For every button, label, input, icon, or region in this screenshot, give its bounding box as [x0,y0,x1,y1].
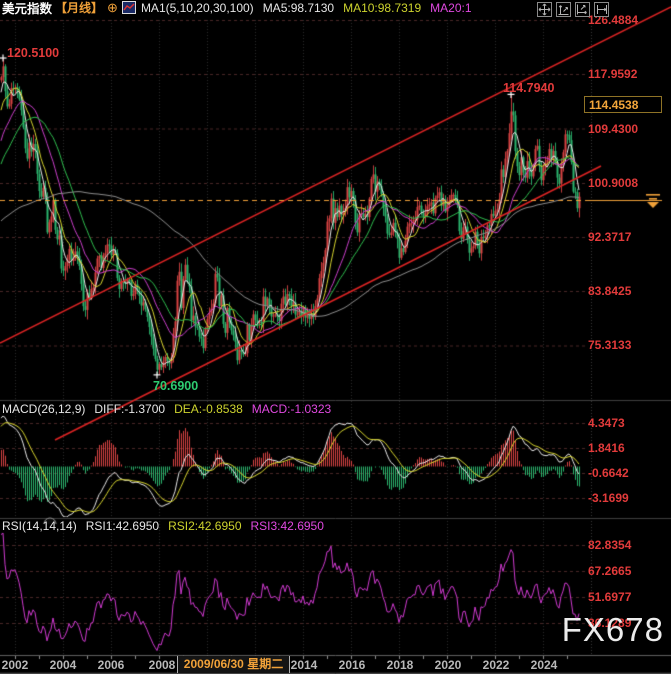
y-axis-label: 100.9008 [588,176,639,190]
watermark: FX678 [561,611,664,648]
x-axis-label: 2018 [386,658,414,672]
y-axis-label: 109.4300 [588,122,639,136]
scale-horizontal-icon[interactable] [575,2,590,17]
x-axis-label: 2008 [148,658,176,672]
y-axis-label: 51.6977 [588,590,632,604]
x-axis-label: 2006 [97,658,125,672]
x-axis-label: 2016 [338,658,366,672]
macd-title: MACD(26,12,9) [2,402,86,416]
y-axis-label: 82.8354 [588,538,632,552]
macd-diff-value: DIFF:-1.3700 [94,402,166,416]
y-axis-label: 36.1289 [588,616,632,630]
chart-header: 美元指数 【月线】 ⊕ MA1(5,10,20,30,100) MA5:98.7… [2,0,481,17]
y-axis-label: 92.3717 [588,230,632,244]
ma-settings-label: MA1(5,10,20,30,100) [140,0,254,15]
y-axis-label: -3.1699 [588,491,629,505]
macd-header: MACD(26,12,9) DIFF:-1.3700 DEA:-0.8538 M… [2,402,331,416]
x-axis-label: 2014 [290,658,318,672]
rsi-header: RSI(14,14,14) RSI1:42.6950 RSI2:42.6950 … [2,519,324,533]
annotation-high-2022: 114.7940 [503,81,555,95]
y-axis-label: 4.3473 [588,416,625,430]
x-axis-label: 2004 [49,658,77,672]
y-axis-label: 117.9592 [588,67,638,81]
chart-toolbar [537,2,609,17]
selected-date-label: 2009/06/30 星期二 [177,656,290,673]
macd-dea-value: DEA:-0.8538 [174,402,243,416]
y-axis-label: 1.8416 [588,441,625,455]
rsi2-value: RSI2:42.6950 [168,519,242,533]
annotation-low-2008: 70.6900 [153,379,199,393]
x-axis-label: 2024 [530,658,558,672]
y-axis-label: -0.6642 [588,466,629,480]
rsi1-value: RSI1:42.6950 [85,519,160,533]
circle-plus-icon[interactable]: ⊕ [107,0,118,15]
ma5-value: MA5:98.7130 [262,0,335,15]
y-axis-label: 67.2665 [588,564,632,578]
annotation-high-2001: 120.5100 [7,46,60,60]
y-axis-label: 83.8425 [588,284,632,298]
crosshair-move-icon[interactable] [537,2,552,17]
macd-macd-value: MACD:-1.0323 [251,402,332,416]
ma10-value: MA10:98.7319 [343,0,422,15]
period-label[interactable]: 【月线】 [55,1,104,15]
mini-chart-icon[interactable] [121,1,136,14]
scale-vertical-icon[interactable] [556,2,571,17]
x-axis-label: 2022 [482,658,510,672]
ma20-value: MA20:1 [430,0,472,15]
symbol-name: 美元指数 [2,2,53,16]
rsi-title: RSI(14,14,14) [2,519,77,533]
price-box-label: 114.4538 [584,96,662,113]
x-axis-label: 2002 [1,658,29,672]
rsi3-value: RSI3:42.6950 [250,519,324,533]
x-axis-label: 2020 [434,658,462,672]
y-axis-label: 75.3133 [588,338,632,352]
shift-right-icon[interactable] [594,2,609,17]
